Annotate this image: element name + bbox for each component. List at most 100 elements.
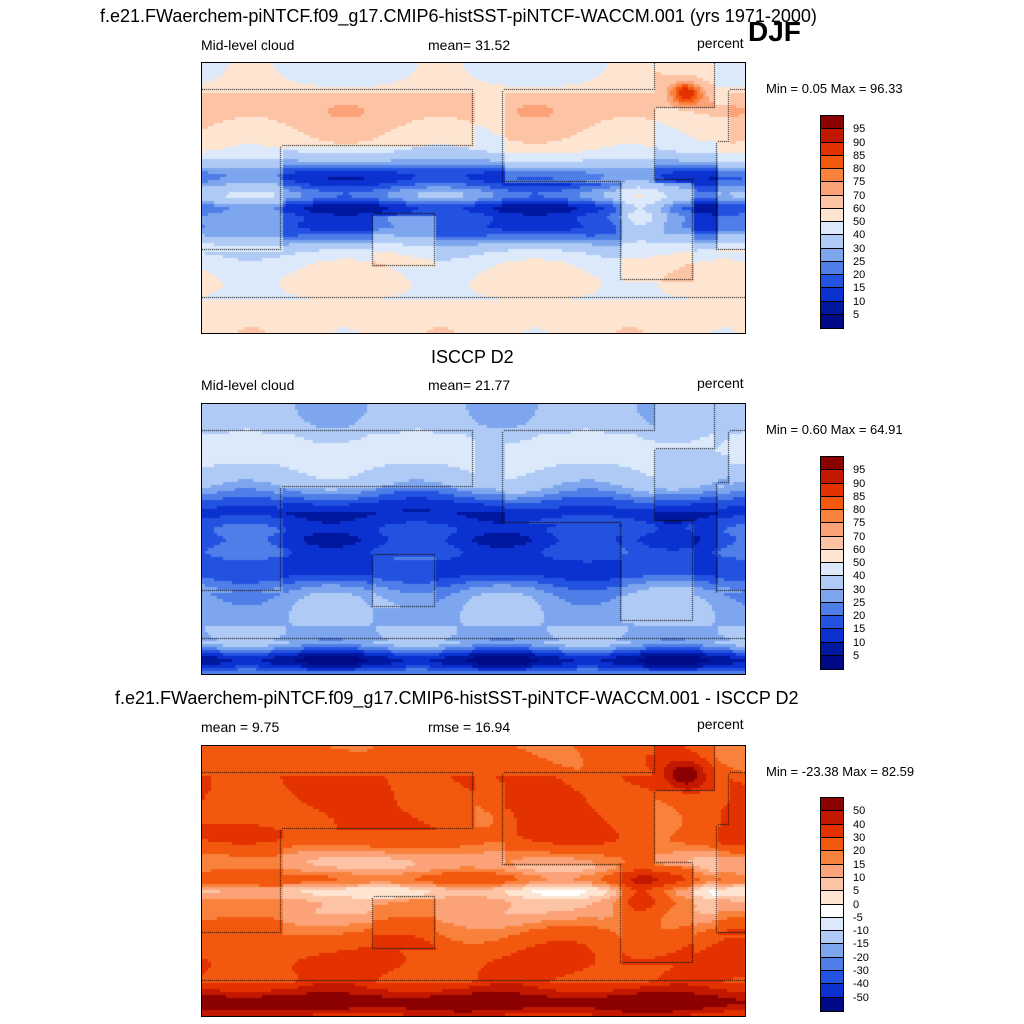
panel2-heatmap	[202, 404, 745, 674]
colorbar-swatch	[821, 837, 843, 852]
colorbar-tick-label: 30	[853, 242, 866, 255]
colorbar-tick-label: 60	[853, 202, 866, 215]
colorbar-swatch	[821, 261, 843, 275]
colorbar-swatch	[821, 314, 843, 328]
colorbar-swatch	[821, 288, 843, 302]
colorbar-swatch	[821, 602, 843, 616]
colorbar-tick-label: 80	[853, 504, 866, 516]
colorbar-tick-label: 40	[853, 818, 866, 831]
colorbar-tick-label: 30	[853, 583, 866, 596]
colorbar-swatch	[821, 483, 843, 497]
colorbar-tick-label: 95	[853, 123, 866, 136]
colorbar-swatch	[821, 944, 843, 958]
panel3-map	[201, 745, 746, 1017]
colorbar-swatch	[821, 248, 843, 262]
colorbar-swatch	[821, 155, 843, 169]
colorbar-swatch	[821, 957, 843, 972]
colorbar-tick-label: -40	[853, 978, 869, 991]
colorbar-swatch	[821, 851, 843, 865]
panel2-title: ISCCP D2	[431, 347, 514, 367]
colorbar-tick-label: 90	[853, 477, 866, 490]
colorbar-swatch	[821, 798, 843, 812]
panel1-heatmap	[202, 63, 745, 333]
panel2-map	[201, 403, 746, 675]
panel1-units: percent	[697, 35, 744, 51]
colorbar-tick-label: 90	[853, 136, 866, 149]
colorbar-tick-label: 75	[853, 517, 866, 530]
colorbar-tick-label: 85	[853, 149, 866, 162]
colorbar-tick-label: 20	[853, 610, 866, 622]
colorbar-swatch	[821, 222, 843, 236]
colorbar-tick-label: 5	[853, 308, 860, 321]
colorbar-swatch	[821, 142, 843, 156]
colorbar-tick-label: 40	[853, 570, 866, 583]
panel2-units: percent	[697, 375, 744, 391]
panel2-center-label: mean= 21.77	[428, 377, 511, 393]
colorbar-swatch	[821, 275, 843, 289]
panel3-center-label: rmse = 16.94	[428, 719, 511, 735]
colorbar-tick-label: 50	[853, 216, 866, 228]
panel3-colorbar	[820, 797, 844, 1012]
panel3-units: percent	[697, 716, 744, 732]
colorbar-tick-label: 15	[853, 282, 866, 295]
colorbar-tick-label: 95	[853, 464, 866, 477]
colorbar-tick-label: 60	[853, 543, 866, 556]
colorbar-swatch	[821, 997, 843, 1011]
colorbar-swatch	[821, 984, 843, 998]
colorbar-swatch	[821, 655, 843, 669]
colorbar-tick-label: 20	[853, 845, 866, 858]
colorbar-tick-label: -30	[853, 965, 869, 978]
panel3-left-label: mean = 9.75	[201, 719, 280, 735]
colorbar-tick-label: 5	[853, 649, 860, 662]
colorbar-swatch	[821, 904, 843, 918]
colorbar-tick-label: 70	[853, 189, 866, 202]
colorbar-tick-label: 30	[853, 831, 866, 844]
colorbar-tick-label: 10	[853, 636, 866, 649]
colorbar-tick-label: 10	[853, 871, 866, 884]
colorbar-tick-label: 10	[853, 295, 866, 308]
panel3-title: f.e21.FWaerchem-piNTCF.f09_g17.CMIP6-his…	[115, 688, 799, 708]
colorbar-tick-label: 70	[853, 530, 866, 543]
colorbar-tick-label: 50	[853, 557, 866, 569]
colorbar-swatch	[821, 563, 843, 577]
colorbar-tick-label: 25	[853, 255, 866, 268]
colorbar-tick-label: 25	[853, 596, 866, 609]
colorbar-tick-label: -5	[853, 911, 863, 924]
panel3-minmax: Min = -23.38 Max = 82.59	[766, 764, 915, 779]
colorbar-swatch	[821, 864, 843, 878]
colorbar-tick-label: 5	[853, 885, 860, 898]
colorbar-swatch	[821, 877, 843, 892]
colorbar-tick-label: 40	[853, 229, 866, 242]
colorbar-tick-label: -10	[853, 925, 869, 938]
colorbar-tick-label: 20	[853, 269, 866, 281]
colorbar-swatch	[821, 129, 843, 143]
panel1-minmax: Min = 0.05 Max = 96.33	[766, 81, 903, 96]
panel2-minmax: Min = 0.60 Max = 64.91	[766, 422, 903, 437]
colorbar-swatch	[821, 301, 843, 315]
colorbar-swatch	[821, 811, 843, 825]
panel2-left-label: Mid-level cloud	[201, 377, 295, 393]
colorbar-swatch	[821, 182, 843, 196]
colorbar-swatch	[821, 824, 843, 838]
colorbar-swatch	[821, 235, 843, 249]
colorbar-swatch	[821, 891, 843, 905]
season-label: DJF	[748, 16, 801, 47]
colorbar-swatch	[821, 536, 843, 550]
colorbar-tick-label: -15	[853, 938, 869, 951]
panel1-colorbar	[820, 115, 844, 329]
colorbar-swatch	[821, 917, 843, 932]
colorbar-swatch	[821, 971, 843, 985]
colorbar-swatch	[821, 589, 843, 603]
colorbar-swatch	[821, 496, 843, 510]
main-title: f.e21.FWaerchem-piNTCF.f09_g17.CMIP6-his…	[100, 6, 817, 26]
colorbar-swatch	[821, 629, 843, 643]
panel1-map	[201, 62, 746, 334]
panel3-heatmap	[202, 746, 745, 1016]
colorbar-swatch	[821, 642, 843, 656]
colorbar-swatch	[821, 208, 843, 222]
colorbar-tick-label: 85	[853, 490, 866, 503]
colorbar-tick-label: 15	[853, 623, 866, 636]
panel2-colorbar	[820, 456, 844, 670]
colorbar-swatch	[821, 470, 843, 484]
colorbar-swatch	[821, 116, 843, 130]
